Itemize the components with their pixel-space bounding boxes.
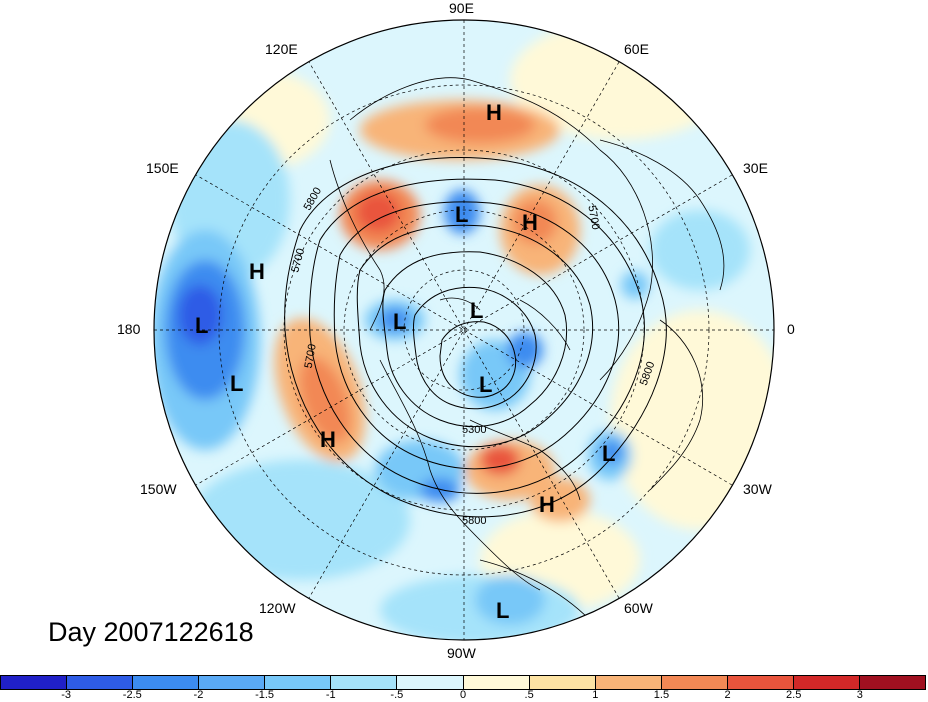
lon-label: 0: [787, 321, 795, 337]
lon-label: 30W: [743, 481, 772, 497]
colorbar-segment: [331, 676, 398, 689]
colorbar-segment: [793, 676, 861, 689]
pressure-center: L: [455, 202, 468, 227]
colorbar-tick-label: 3: [856, 689, 863, 701]
colorbar-segment: [529, 676, 596, 689]
pressure-center: H: [539, 492, 555, 517]
contour-label: 5800: [462, 515, 486, 527]
colorbar-tick-label: 2: [724, 689, 731, 701]
colorbar-tick-label: -.5: [390, 689, 404, 701]
lon-label: 120W: [259, 600, 296, 616]
contour-label: 5700: [585, 204, 601, 230]
colorbar-segment: [397, 676, 464, 689]
graticule: [154, 20, 774, 640]
contour-label: 5700: [303, 343, 319, 369]
colorbar-tick-label: -2.5: [122, 689, 142, 701]
colorbar-segment: [727, 676, 794, 689]
lon-label: 60E: [624, 41, 649, 57]
pressure-center: L: [496, 598, 509, 623]
colorbar-tick-label: .5: [524, 689, 534, 701]
pressure-center: H: [320, 427, 336, 452]
pressure-center: L: [230, 371, 243, 396]
day-title: Day 2007122618: [48, 617, 254, 647]
colorbar-segment: [265, 676, 332, 689]
colorbar-segment: [133, 676, 200, 689]
colorbar-segment: [199, 676, 266, 689]
height-contours: [284, 157, 667, 518]
colorbar-segment: [67, 676, 134, 689]
colorbar-tick-label: 0: [459, 689, 467, 701]
lon-label: 150E: [146, 160, 179, 176]
pressure-center: L: [479, 372, 492, 397]
coastlines: [329, 77, 725, 621]
pressure-center: H: [486, 100, 502, 125]
anomaly-shading: [154, 20, 774, 640]
colorbar-segment: [463, 676, 530, 689]
lon-label: 60W: [624, 600, 653, 616]
colorbar-segment: [1, 676, 68, 689]
colorbar-tick-label: -1.5: [255, 689, 275, 701]
lon-label: 90W: [447, 645, 476, 661]
polar-map: H L H H L L L L L H L H L 5800 5700 5700…: [153, 19, 775, 641]
colorbar-segment: [595, 676, 662, 689]
contour-label: 5300: [462, 424, 486, 436]
lon-label: 150W: [140, 481, 177, 497]
colorbar-segment: [860, 676, 926, 689]
pressure-center: L: [393, 309, 406, 334]
colorbar: [0, 675, 926, 690]
map-boundary: [153, 19, 775, 641]
pressure-center: H: [249, 259, 265, 284]
lon-label: 30E: [743, 160, 768, 176]
lon-label: 120E: [265, 41, 298, 57]
lon-label: 90E: [449, 0, 474, 16]
colorbar-tick-label: 1: [592, 689, 599, 701]
colorbar-tick-label: -1: [325, 689, 336, 701]
pressure-centers: H L H H L L L L L H L H L: [195, 100, 615, 623]
pressure-center: H: [522, 210, 538, 235]
colorbar-segment: [661, 676, 728, 689]
lon-label: 180: [117, 321, 141, 337]
colorbar-tick-label: -3: [61, 689, 72, 701]
pressure-center: L: [470, 298, 483, 323]
colorbar-tick-label: -2: [193, 689, 204, 701]
pressure-center: L: [195, 313, 208, 338]
colorbar-tick-label: 1.5: [653, 689, 670, 701]
pressure-center: L: [602, 441, 615, 466]
colorbar-tick-label: 2.5: [786, 689, 802, 701]
